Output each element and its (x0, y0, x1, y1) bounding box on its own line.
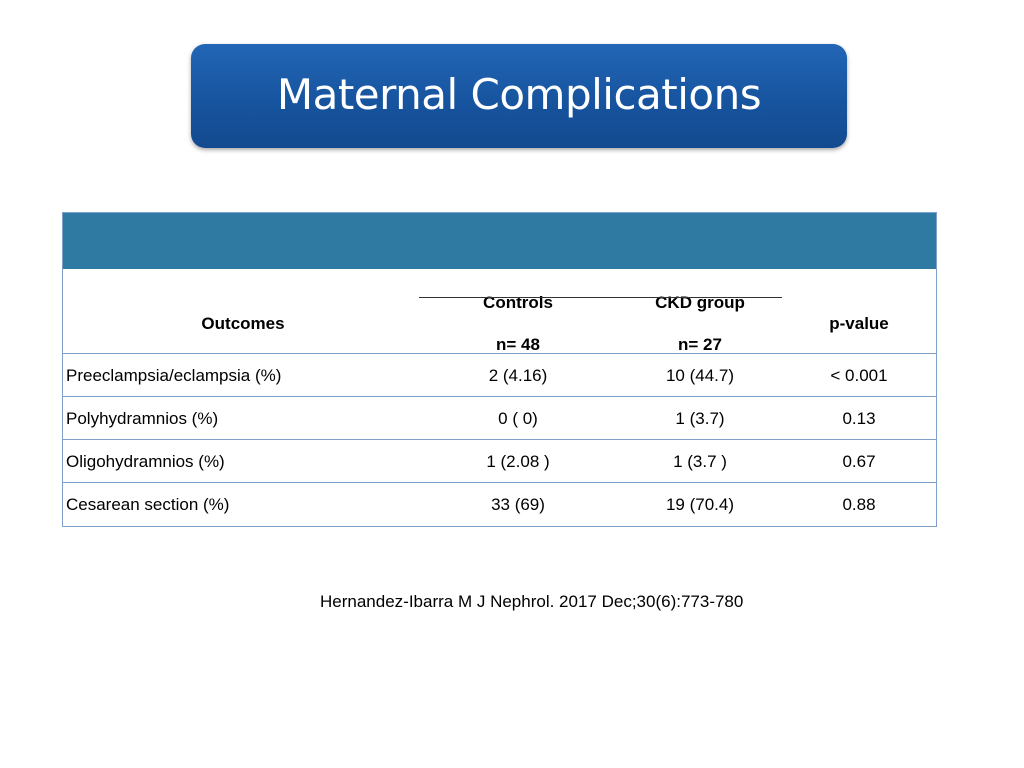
header-outcomes: Outcomes (201, 314, 285, 333)
cell-outcome: Oligohydramnios (%) (66, 452, 225, 471)
cell-controls: 33 (69) (491, 495, 545, 514)
cell-pvalue: 0.13 (842, 409, 876, 428)
cell-pvalue: < 0.001 (830, 366, 888, 385)
cell-ckd: 1 (3.7) (675, 409, 725, 428)
table-row: Polyhydramnios (%) 0 ( 0) 1 (3.7) 0.13 (63, 397, 936, 440)
cell-controls: 2 (4.16) (488, 366, 548, 385)
cell-pvalue: 0.67 (842, 452, 876, 471)
slide-title: Maternal Complications (276, 69, 762, 119)
header-underline (419, 297, 782, 298)
outcomes-table: Outcomes Controls n= 48 CKD group n= 27 … (62, 212, 937, 527)
cell-ckd: 1 (3.7 ) (673, 452, 727, 471)
table-row: Preeclampsia/eclampsia (%) 2 (4.16) 10 (… (63, 354, 936, 397)
cell-controls: 1 (2.08 ) (486, 452, 550, 471)
header-controls: Controls (483, 293, 553, 312)
header-pvalue: p-value (829, 314, 889, 333)
cell-outcome: Polyhydramnios (%) (66, 409, 219, 428)
citation: Hernandez-Ibarra M J Nephrol. 2017 Dec;3… (320, 592, 744, 611)
table-header-row: Outcomes Controls n= 48 CKD group n= 27 … (63, 269, 936, 354)
table-row: Oligohydramnios (%) 1 (2.08 ) 1 (3.7 ) 0… (63, 440, 936, 483)
header-controls-n: n= 48 (496, 335, 540, 354)
cell-ckd: 19 (70.4) (665, 495, 735, 514)
cell-pvalue: 0.88 (842, 495, 876, 514)
header-ckd-group: CKD group (655, 293, 745, 312)
cell-outcome: Preeclampsia/eclampsia (%) (66, 366, 282, 385)
table-row: Cesarean section (%) 33 (69) 19 (70.4) 0… (63, 483, 936, 526)
header-ckd-n: n= 27 (678, 335, 722, 354)
table-header-band (63, 213, 936, 269)
cell-controls: 0 ( 0) (498, 409, 538, 428)
cell-ckd: 10 (44.7) (665, 366, 735, 385)
cell-outcome: Cesarean section (%) (66, 495, 230, 514)
slide-title-box: Maternal Complications (191, 44, 847, 148)
